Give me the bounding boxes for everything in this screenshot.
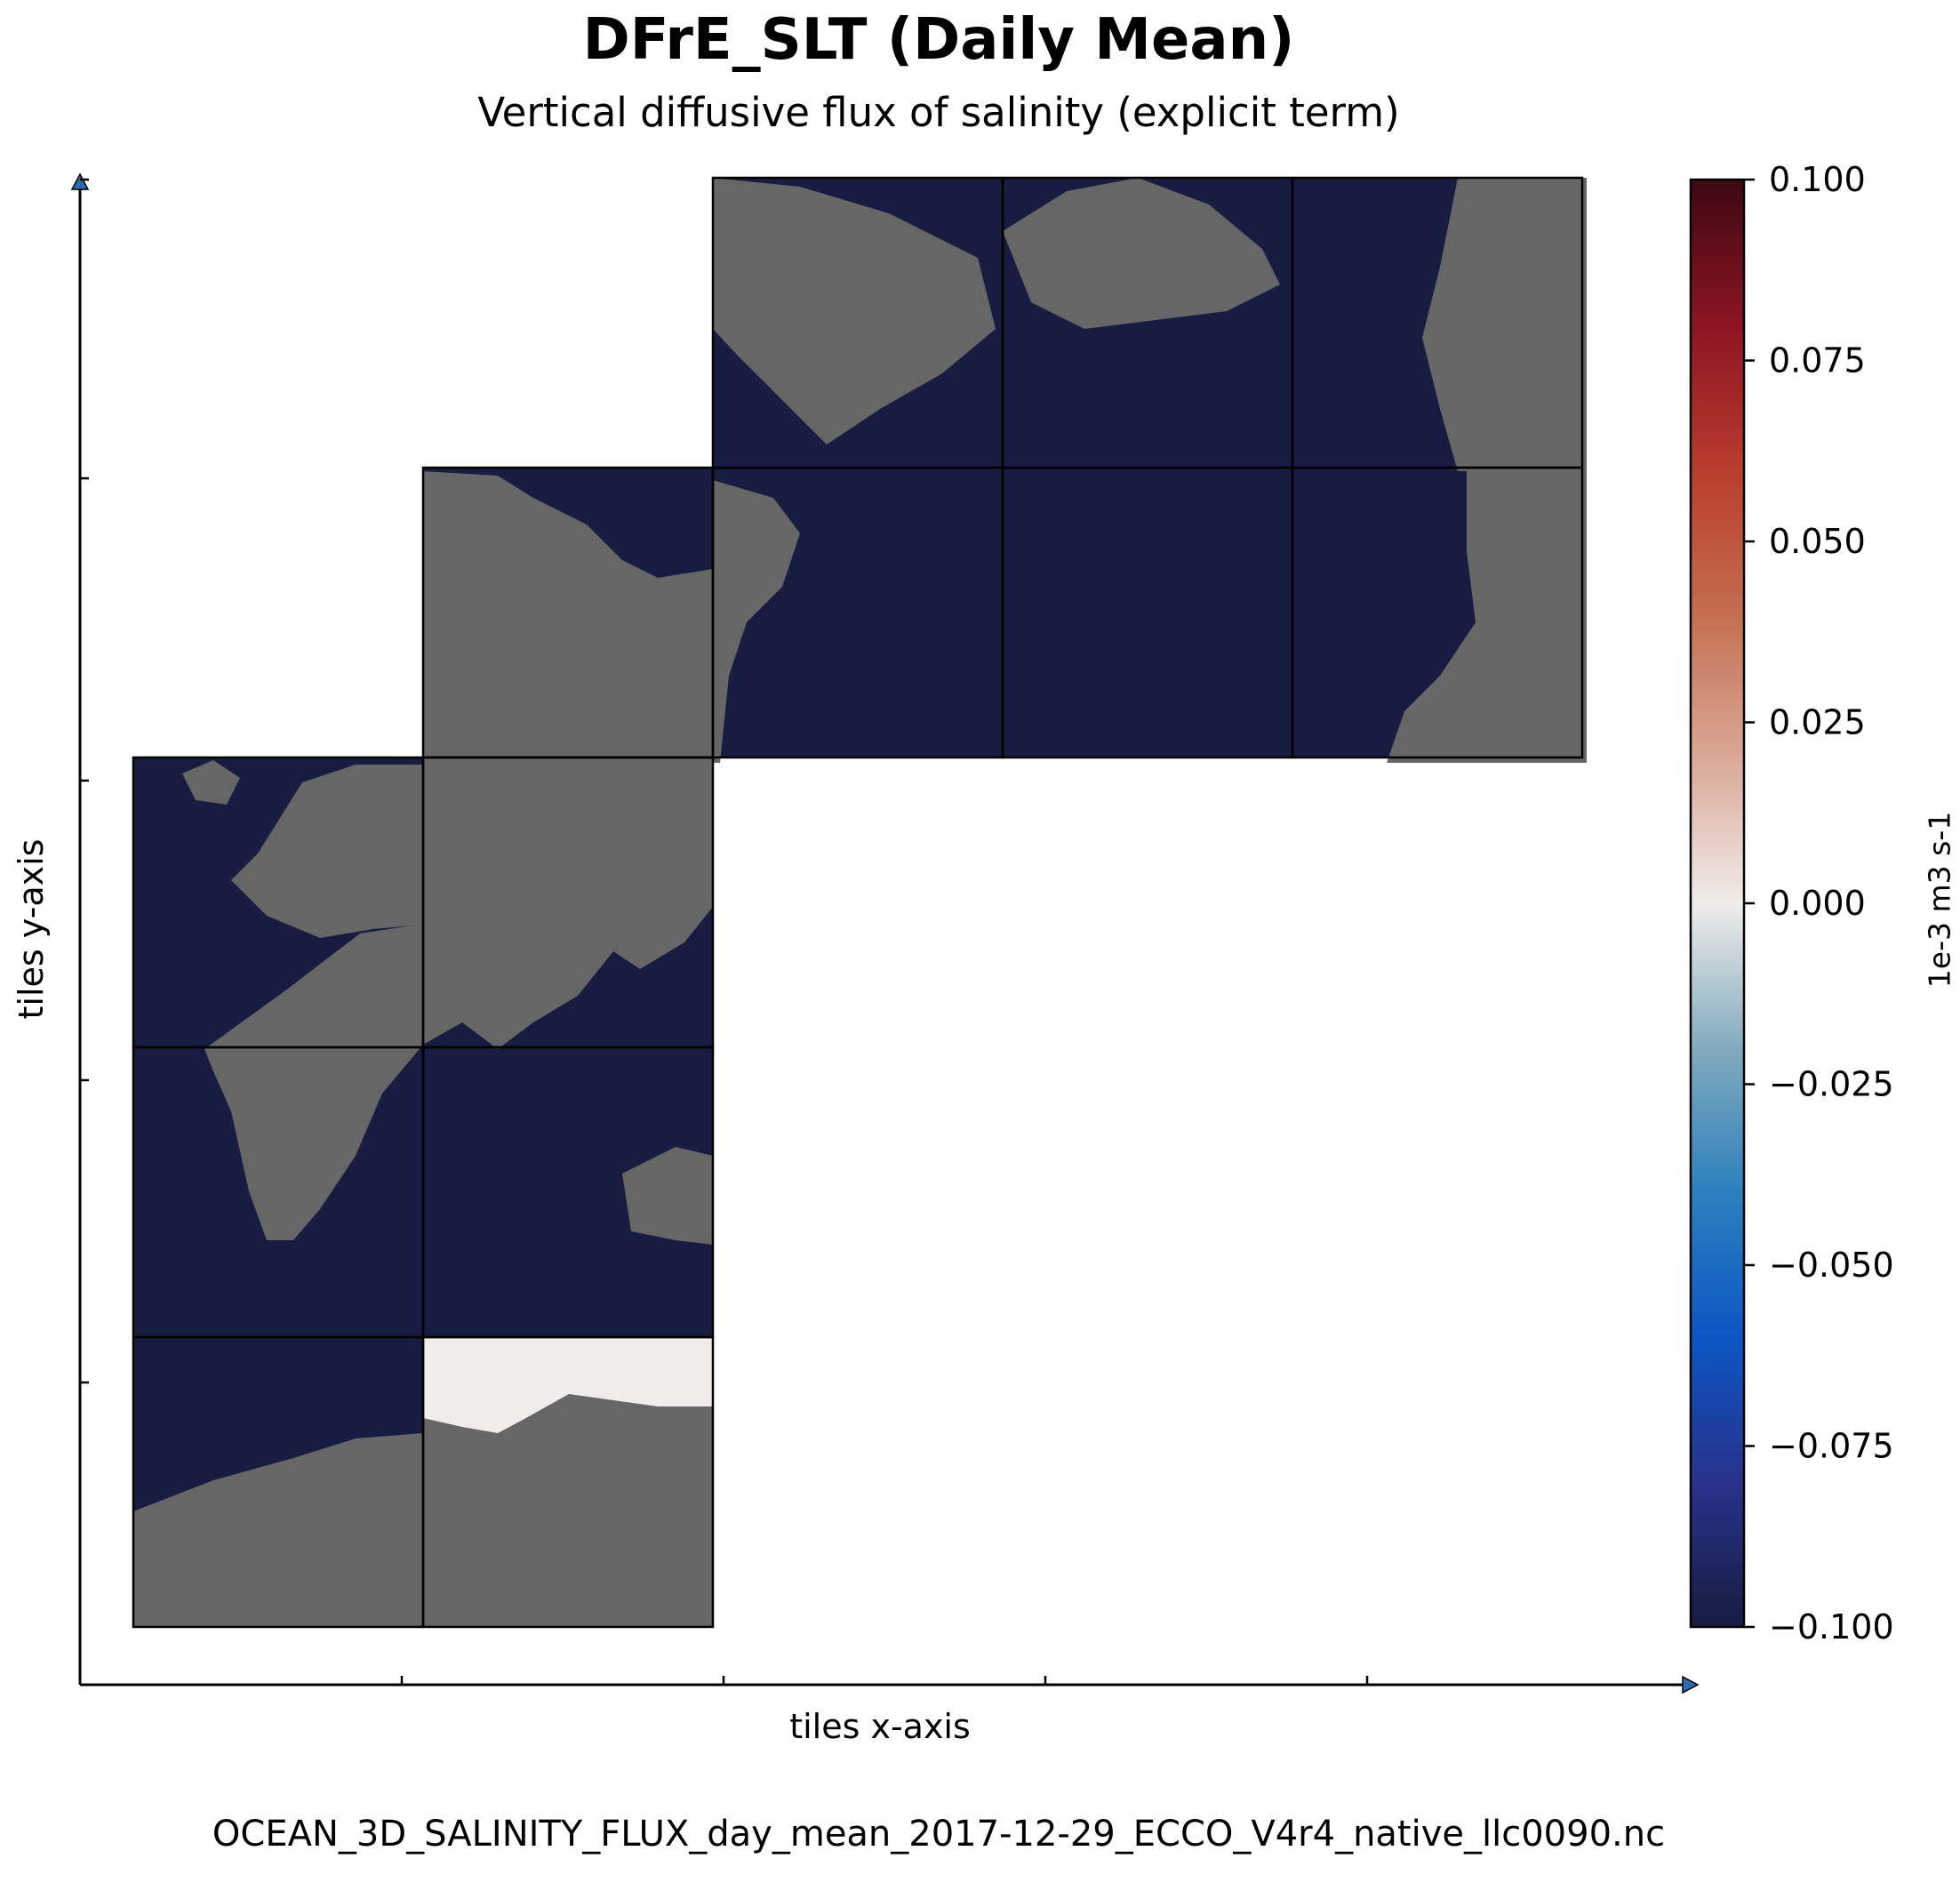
- colorbar-tick-label-6: −0.050: [1769, 1246, 1894, 1285]
- colorbar-gradient: [1689, 178, 1746, 1629]
- land-layer: [133, 178, 1587, 1627]
- land-europe: [231, 765, 423, 938]
- y-axis-label: tiles y-axis: [12, 838, 51, 1020]
- tile-border-r4-c4: [1291, 176, 1584, 469]
- land-asia: [423, 763, 713, 1049]
- chart-title: DFrE_SLT (Daily Mean): [582, 7, 1295, 73]
- land-north-america-west: [423, 471, 713, 763]
- land-britain: [182, 760, 240, 805]
- colorbar-tick-label-4: 0.000: [1769, 884, 1866, 923]
- land-antarctica-west: [133, 1433, 423, 1627]
- land-east-asia: [713, 480, 800, 763]
- land-americas-central: [1387, 471, 1587, 763]
- colorbar-tick-label-3: 0.025: [1769, 703, 1866, 742]
- tile-borders: [132, 176, 1584, 1629]
- land-australia: [622, 1147, 713, 1245]
- source-filename: OCEAN_3D_SALINITY_FLUX_day_mean_2017-12-…: [212, 1814, 1666, 1855]
- land-asia-north: [713, 178, 996, 445]
- colorbar-label: 1e-3 m3 s-1: [1922, 811, 1957, 989]
- land-africa: [204, 925, 423, 1240]
- colorbar-tick-label-7: −0.075: [1769, 1427, 1894, 1466]
- colorbar-tick-label-8: −0.100: [1769, 1607, 1894, 1647]
- land-antarctica-east: [423, 1394, 713, 1627]
- chart-subtitle: Vertical diffusive flux of salinity (exp…: [477, 89, 1400, 136]
- x-axis-arrow: [1682, 1675, 1700, 1695]
- colorbar-tick-label-2: 0.050: [1769, 522, 1866, 561]
- colorbar: 0.100 0.075 0.050 0.025 0.000 −0.025 −0.050 −0.…: [1689, 160, 1894, 1647]
- y-axis-arrow: [70, 172, 90, 190]
- colorbar-tick-label-1: 0.075: [1769, 341, 1866, 381]
- colorbar-tick-label-0: 0.100: [1769, 160, 1866, 199]
- land-siberia: [1003, 178, 1280, 329]
- colorbar-tick-label-5: −0.025: [1769, 1065, 1894, 1104]
- land-americas-north: [1422, 178, 1587, 471]
- tile-r3-c3: [1003, 468, 1292, 757]
- x-axis-label: tiles x-axis: [789, 1707, 971, 1746]
- axes-layer: [70, 172, 1700, 1695]
